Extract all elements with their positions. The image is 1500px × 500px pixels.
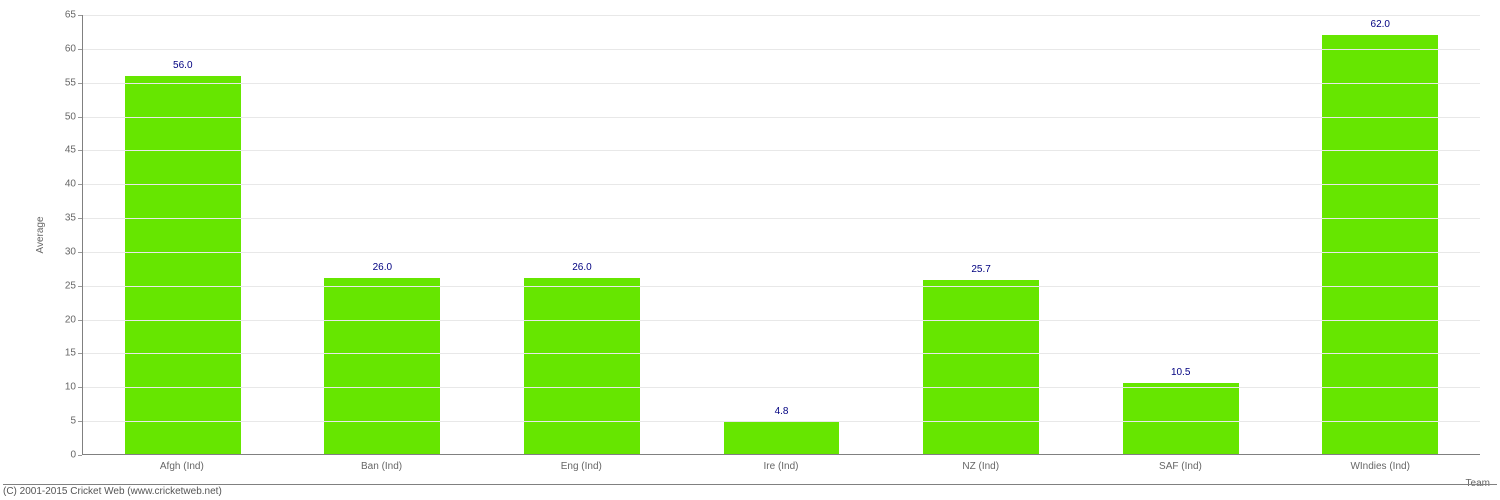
bar-value-label: 10.5 [1171,367,1190,378]
gridline [83,320,1480,321]
bar-value-label: 25.7 [971,264,990,275]
copyright-text: (C) 2001-2015 Cricket Web (www.cricketwe… [3,484,1497,497]
x-tick-label: Ire (Ind) [681,461,881,472]
gridline [83,150,1480,151]
bar: 62.0 [1322,35,1438,454]
x-tick-label: Ban (Ind) [282,461,482,472]
y-tick-label: 45 [65,145,76,156]
gridline [83,218,1480,219]
bar: 26.0 [524,278,640,454]
y-tick-label: 0 [70,450,76,461]
gridline [83,83,1480,84]
x-tick-label: NZ (Ind) [881,461,1081,472]
bar: 56.0 [125,76,241,454]
bar: 25.7 [923,280,1039,454]
x-tick-label: WIndies (Ind) [1280,461,1480,472]
y-tick-label: 35 [65,213,76,224]
bar-value-label: 56.0 [173,60,192,71]
gridline [83,286,1480,287]
y-tick-label: 40 [65,179,76,190]
y-tick-label: 20 [65,314,76,325]
gridline [83,15,1480,16]
gridline [83,353,1480,354]
bar-value-label: 26.0 [373,262,392,273]
gridline [83,387,1480,388]
y-tick-label: 50 [65,111,76,122]
gridline [83,49,1480,50]
x-tick-label: Afgh (Ind) [82,461,282,472]
y-tick-label: 60 [65,43,76,54]
gridline [83,117,1480,118]
bar-value-label: 62.0 [1371,19,1390,30]
bar-value-label: 4.8 [775,406,789,417]
gridline [83,252,1480,253]
y-tick-mark [78,455,82,456]
gridline [83,184,1480,185]
y-tick-label: 25 [65,280,76,291]
bar: 26.0 [324,278,440,454]
plot-area: 56.0 26.0 26.0 4.8 25.7 10.5 62.0 [82,15,1480,455]
y-tick-label: 10 [65,382,76,393]
chart-container: Average 05101520253035404550556065 56.02… [50,15,1490,455]
y-tick-label: 30 [65,246,76,257]
y-axis: 05101520253035404550556065 [50,15,80,455]
bar: 4.8 [724,422,840,454]
x-tick-label: SAF (Ind) [1081,461,1281,472]
y-tick-label: 65 [65,10,76,21]
bar-value-label: 26.0 [572,262,591,273]
x-tick-label: Eng (Ind) [481,461,681,472]
bar: 10.5 [1123,383,1239,454]
y-tick-label: 15 [65,348,76,359]
y-tick-label: 55 [65,77,76,88]
y-tick-label: 5 [70,416,76,427]
y-axis-title: Average [35,216,46,253]
x-axis-labels: Afgh (Ind)Ban (Ind)Eng (Ind)Ire (Ind)NZ … [82,461,1480,472]
gridline [83,421,1480,422]
